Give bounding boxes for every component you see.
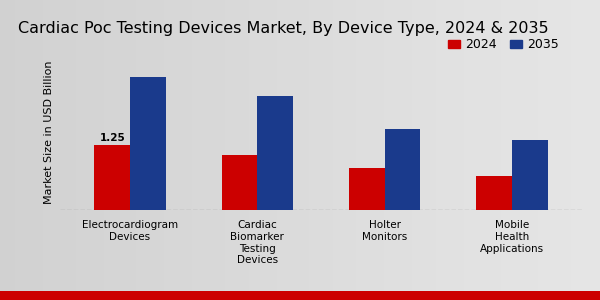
Bar [221,155,257,210]
Bar [512,140,548,210]
Text: 1.25: 1.25 [100,133,125,143]
Bar [385,129,421,210]
Bar [94,145,130,210]
Text: Cardiac Poc Testing Devices Market, By Device Type, 2024 & 2035: Cardiac Poc Testing Devices Market, By D… [18,21,548,36]
Bar [130,77,166,210]
Y-axis label: Market Size in USD Billion: Market Size in USD Billion [44,60,55,204]
Bar [476,176,512,210]
Bar [349,168,385,210]
Bar [257,96,293,210]
Legend: 2024, 2035: 2024, 2035 [443,33,564,56]
